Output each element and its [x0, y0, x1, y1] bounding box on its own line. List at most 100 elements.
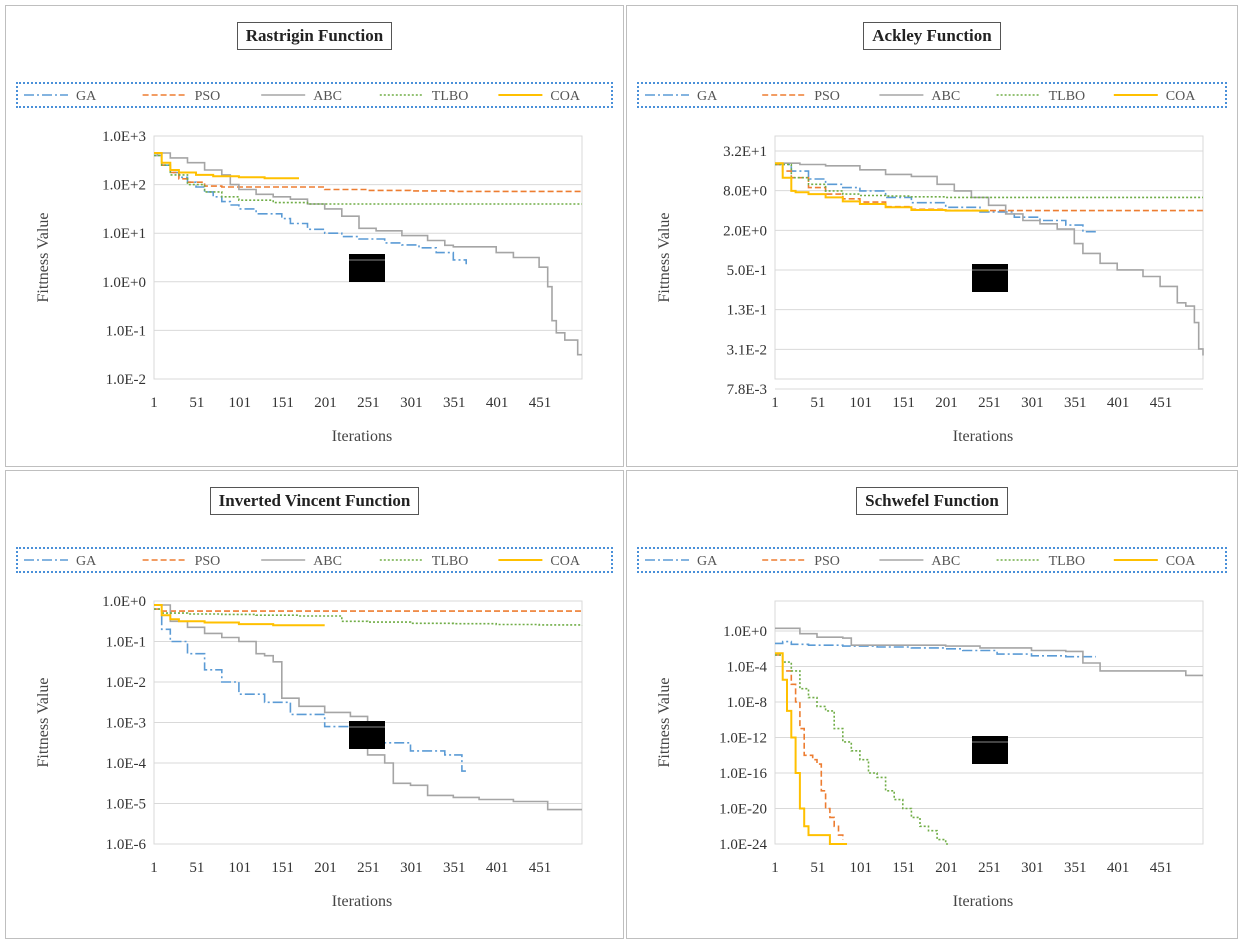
y-tick-label: 1.0E-1 — [106, 323, 146, 339]
plot-area: 1.0E+0 1.0E-1 1.0E-2 1.0E-3 1.0E-4 1.0E-5 1.0E… — [35, 594, 583, 910]
x-tick-label: 451 — [1150, 395, 1173, 411]
x-tick-label: 401 — [486, 860, 509, 876]
legend-label: TLBO — [432, 89, 469, 104]
series-line-coa — [775, 652, 847, 845]
x-tick-label: 201 — [935, 395, 958, 411]
y-tick-label: 1.0E+2 — [102, 178, 146, 194]
x-tick-label: 151 — [892, 860, 915, 876]
legend-label: GA — [697, 89, 718, 104]
y-tick-label: 1.0E+3 — [102, 129, 146, 145]
chart-panel-2: Ackley Function GA PSO ABC TLBO COA 3.2E+1 8.0E… — [626, 5, 1238, 467]
legend-label: GA — [697, 554, 718, 569]
legend-entry-tlbo: TLBO — [996, 554, 1085, 569]
y-tick-label: 1.0E-8 — [727, 695, 767, 711]
legend-label: COA — [1166, 89, 1196, 104]
x-tick-label: 351 — [443, 395, 466, 411]
legend-label: TLBO — [432, 554, 469, 569]
x-tick-label: 151 — [271, 860, 294, 876]
y-tick-label: 1.0E-3 — [106, 716, 146, 732]
x-tick-label: 301 — [400, 395, 423, 411]
x-tick-label: 101 — [850, 860, 873, 876]
y-tick-label: 1.0E+0 — [723, 624, 767, 640]
legend-entry-coa: COA — [498, 89, 581, 104]
x-tick-label: 151 — [271, 395, 294, 411]
legend-label: COA — [550, 554, 580, 569]
x-tick-label: 401 — [1107, 860, 1130, 876]
y-tick-label: 1.0E-16 — [719, 766, 767, 782]
x-tick-label: 151 — [892, 395, 915, 411]
x-tick-label: 101 — [229, 395, 252, 411]
x-axis-title: Iterations — [953, 428, 1013, 445]
y-tick-label: 7.8E-3 — [727, 382, 767, 398]
series-line-abc — [775, 162, 1204, 356]
chart-panel-1: Rastrigin Function GA PSO ABC TLBO COA 1.0E+3 1… — [5, 5, 624, 467]
series-line-tlbo — [154, 154, 582, 205]
x-tick-label: 1 — [771, 395, 779, 411]
legend-entry-abc: ABC — [879, 89, 960, 104]
x-tick-label: 301 — [1021, 860, 1044, 876]
x-tick-label: 1 — [771, 860, 779, 876]
legend-entry-coa: COA — [1113, 89, 1196, 104]
legend-label: ABC — [313, 554, 342, 569]
x-tick-label: 101 — [850, 395, 873, 411]
x-tick-label: 1 — [150, 395, 158, 411]
x-tick-label: 201 — [935, 860, 958, 876]
y-tick-label: 1.0E+0 — [102, 275, 146, 291]
legend-entry-pso: PSO — [142, 89, 220, 104]
series-line-ga — [154, 154, 467, 265]
x-tick-label: 301 — [1021, 395, 1044, 411]
chart-title: Rastrigin Function — [236, 22, 393, 50]
legend-label: GA — [76, 89, 97, 104]
y-tick-label: 3.1E-2 — [727, 342, 767, 358]
y-tick-label: 1.3E-1 — [727, 303, 767, 319]
y-tick-label: 3.2E+1 — [723, 144, 767, 160]
legend-entry-abc: ABC — [261, 554, 342, 569]
series-line-pso — [775, 654, 844, 840]
legend-label: COA — [1166, 554, 1196, 569]
x-tick-label: 251 — [978, 395, 1001, 411]
legend-entry-ga: GA — [645, 554, 718, 569]
y-tick-label: 1.0E+1 — [102, 226, 146, 242]
x-tick-label: 401 — [486, 395, 509, 411]
plot-area: 1.0E+31.0E+21.0E+11.0E+01.0E-11.0E-21 51 1… — [35, 129, 583, 445]
x-tick-label: 351 — [1064, 395, 1087, 411]
x-axis-title: Iterations — [332, 428, 392, 445]
series-line-pso — [154, 152, 582, 193]
y-tick-label: 1.0E-4 — [106, 756, 147, 772]
y-tick-label: 1.0E-24 — [719, 837, 767, 853]
x-tick-label: 201 — [314, 860, 337, 876]
redaction-box — [349, 721, 385, 749]
series-line-tlbo — [775, 163, 1203, 199]
x-tick-label: 1 — [150, 860, 158, 876]
legend-entry-coa: COA — [1113, 554, 1196, 569]
series-line-coa — [775, 162, 989, 212]
legend-label: GA — [76, 554, 97, 569]
x-tick-label: 51 — [189, 860, 204, 876]
legend-entry-ga: GA — [24, 554, 97, 569]
x-tick-label: 451 — [529, 395, 552, 411]
x-tick-label: 251 — [357, 860, 380, 876]
redaction-box — [972, 736, 1008, 764]
x-tick-label: 351 — [1064, 860, 1087, 876]
chart-title: Inverted Vincent Function — [209, 487, 420, 515]
chart-panel-4: Schwefel Function GA PSO ABC TLBO COA 1.0E+0 1.… — [626, 470, 1238, 939]
series-line-ga — [154, 604, 467, 774]
legend-entry-abc: ABC — [261, 89, 342, 104]
x-tick-label: 301 — [400, 860, 423, 876]
legend-entry-abc: ABC — [879, 554, 960, 569]
x-tick-label: 401 — [1107, 395, 1130, 411]
x-tick-label: 451 — [529, 860, 552, 876]
series-line-abc — [154, 152, 582, 356]
legend-label: TLBO — [1049, 89, 1086, 104]
chart-legend: GA PSO ABC TLBO COA — [16, 547, 613, 573]
chart-legend: GA PSO ABC TLBO COA — [637, 82, 1227, 108]
x-tick-label: 51 — [810, 395, 825, 411]
y-axis-title: Fittness Value — [656, 213, 673, 303]
x-tick-label: 201 — [314, 395, 337, 411]
legend-entry-coa: COA — [498, 554, 581, 569]
x-tick-label: 101 — [229, 860, 252, 876]
plot-area: 3.2E+1 8.0E+0 2.0E+0 5.0E-1 1.3E-1 3.1E-2 7.8E… — [656, 135, 1204, 445]
legend-entry-tlbo: TLBO — [379, 554, 469, 569]
legend-entry-pso: PSO — [762, 89, 840, 104]
y-tick-label: 1.0E-5 — [106, 797, 146, 813]
